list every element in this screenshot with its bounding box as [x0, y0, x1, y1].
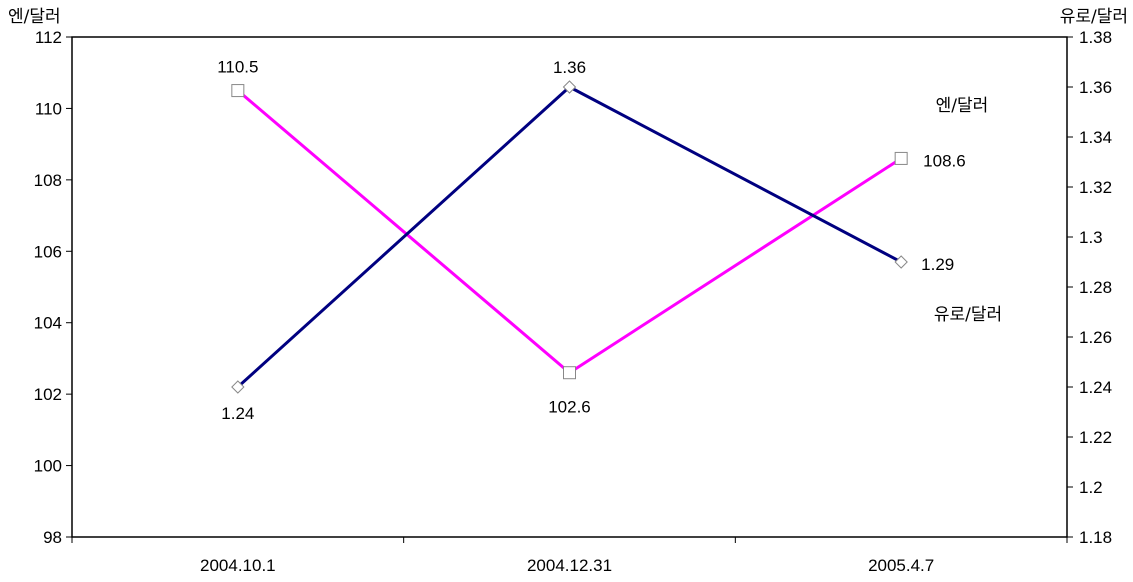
- plot-area: [71, 36, 1068, 538]
- right-tick-label: 1.34: [1079, 128, 1112, 147]
- data-point: [562, 80, 577, 94]
- left-tick-label: 98: [43, 528, 62, 547]
- data-point: [231, 380, 245, 394]
- data-point: [231, 84, 245, 98]
- right-tick-label: 1.28: [1079, 278, 1112, 297]
- right-tick-label: 1.36: [1079, 78, 1112, 97]
- left-tick-label: 102: [34, 385, 62, 404]
- series-name-label: 엔/달러: [936, 96, 989, 116]
- left-tick-label: 110: [35, 99, 62, 118]
- right-tick-label: 1.22: [1079, 428, 1112, 447]
- left-tick-label: 104: [34, 314, 62, 333]
- right-tick-label: 1.38: [1079, 28, 1112, 47]
- series-name-label: 유로/달러: [934, 305, 1002, 325]
- data-point: [894, 255, 908, 269]
- data-label: 102.6: [548, 398, 591, 417]
- data-label: 108.6: [923, 151, 966, 170]
- left-tick-label: 100: [34, 457, 62, 476]
- right-tick-label: 1.3: [1079, 228, 1103, 247]
- right-tick-label: 1.18: [1079, 528, 1112, 547]
- data-label: 110.5: [217, 58, 258, 77]
- data-point: [894, 151, 908, 165]
- data-label: 1.24: [221, 404, 254, 423]
- left-axis-title: 엔/달러: [8, 7, 61, 27]
- right-axis-title: 유로/달러: [1060, 7, 1128, 27]
- x-tick-label: 2005.4.7: [868, 556, 934, 575]
- data-point: [563, 366, 576, 380]
- left-tick-label: 112: [35, 28, 62, 47]
- data-label: 1.29: [921, 255, 954, 274]
- right-tick-label: 1.32: [1079, 178, 1112, 197]
- right-tick-label: 1.24: [1079, 378, 1112, 397]
- left-tick-label: 106: [34, 242, 62, 261]
- right-tick-label: 1.26: [1079, 328, 1112, 347]
- right-tick-label: 1.2: [1079, 478, 1103, 497]
- data-label: 1.36: [553, 58, 586, 77]
- left-tick-label: 108: [34, 171, 62, 190]
- x-tick-label: 2004.10.1: [200, 556, 276, 575]
- x-tick-label: 2004.12.31: [527, 556, 612, 575]
